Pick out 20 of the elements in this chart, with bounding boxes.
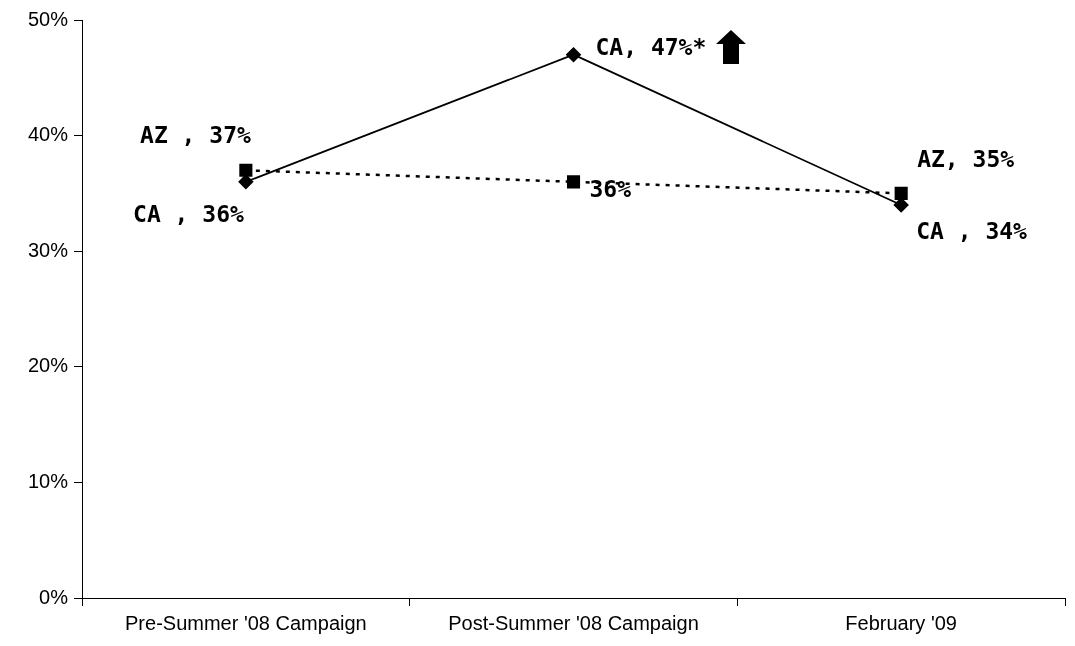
data-label: 36% xyxy=(589,175,632,202)
y-tick-label: 30% xyxy=(28,238,69,261)
data-label: CA , 34% xyxy=(916,217,1028,244)
point xyxy=(238,174,254,190)
data-label: CA, 47%* xyxy=(595,33,707,60)
x-tick-label: Pre-Summer '08 Campaign xyxy=(125,611,367,634)
point xyxy=(566,175,581,189)
point xyxy=(566,47,581,63)
point xyxy=(894,186,908,200)
x-tick-label: February '09 xyxy=(845,611,957,634)
y-tick-label: 20% xyxy=(28,354,69,377)
data-label: AZ , 37% xyxy=(140,122,252,149)
y-tick-label: 50% xyxy=(28,7,69,30)
y-tick-label: 40% xyxy=(28,123,69,146)
point xyxy=(239,163,253,177)
data-label: CA , 36% xyxy=(133,200,245,227)
y-tick-label: 0% xyxy=(39,585,69,608)
x-tick-label: Post-Summer '08 Campaign xyxy=(448,611,699,634)
data-label: AZ, 35% xyxy=(917,146,1015,173)
y-tick-label: 10% xyxy=(28,469,69,492)
